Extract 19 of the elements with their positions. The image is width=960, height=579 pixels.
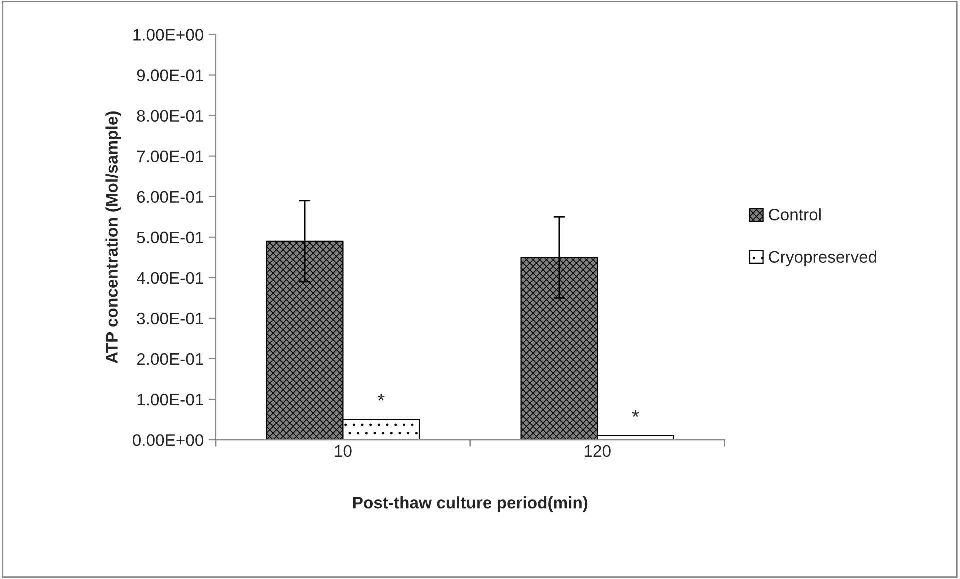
y-tick-label: 1.00E+00 <box>134 29 204 41</box>
y-tick-label: 0.00E+00 <box>133 434 204 446</box>
y-tick-label: 2.00E-01 <box>137 353 204 366</box>
x-tick-label: 10 <box>335 445 352 458</box>
y-tick-label: 4.00E-01 <box>136 272 204 284</box>
y-tick-label: 3.00E-01 <box>137 312 204 325</box>
x-tick-label: 120 <box>584 445 611 458</box>
y-tick-label: 6.00E-01 <box>137 191 204 204</box>
y-tick-label: 8.00E-01 <box>137 110 204 122</box>
x-axis-title: Post-thaw culture period(min) <box>353 496 588 512</box>
y-tick-label: 5.00E-01 <box>137 232 204 244</box>
y-tick-label: 7.00E-01 <box>137 150 204 163</box>
legend-label: Control <box>769 208 821 221</box>
y-tick-label: 9.00E-01 <box>137 70 204 82</box>
annotation: * <box>632 410 640 418</box>
y-tick-label: 1.00E-01 <box>138 394 204 406</box>
y-axis-title: ATP concentration (Mol/sample) <box>106 112 122 364</box>
annotation: * <box>378 394 385 401</box>
text: Cryopreserved <box>769 250 877 266</box>
